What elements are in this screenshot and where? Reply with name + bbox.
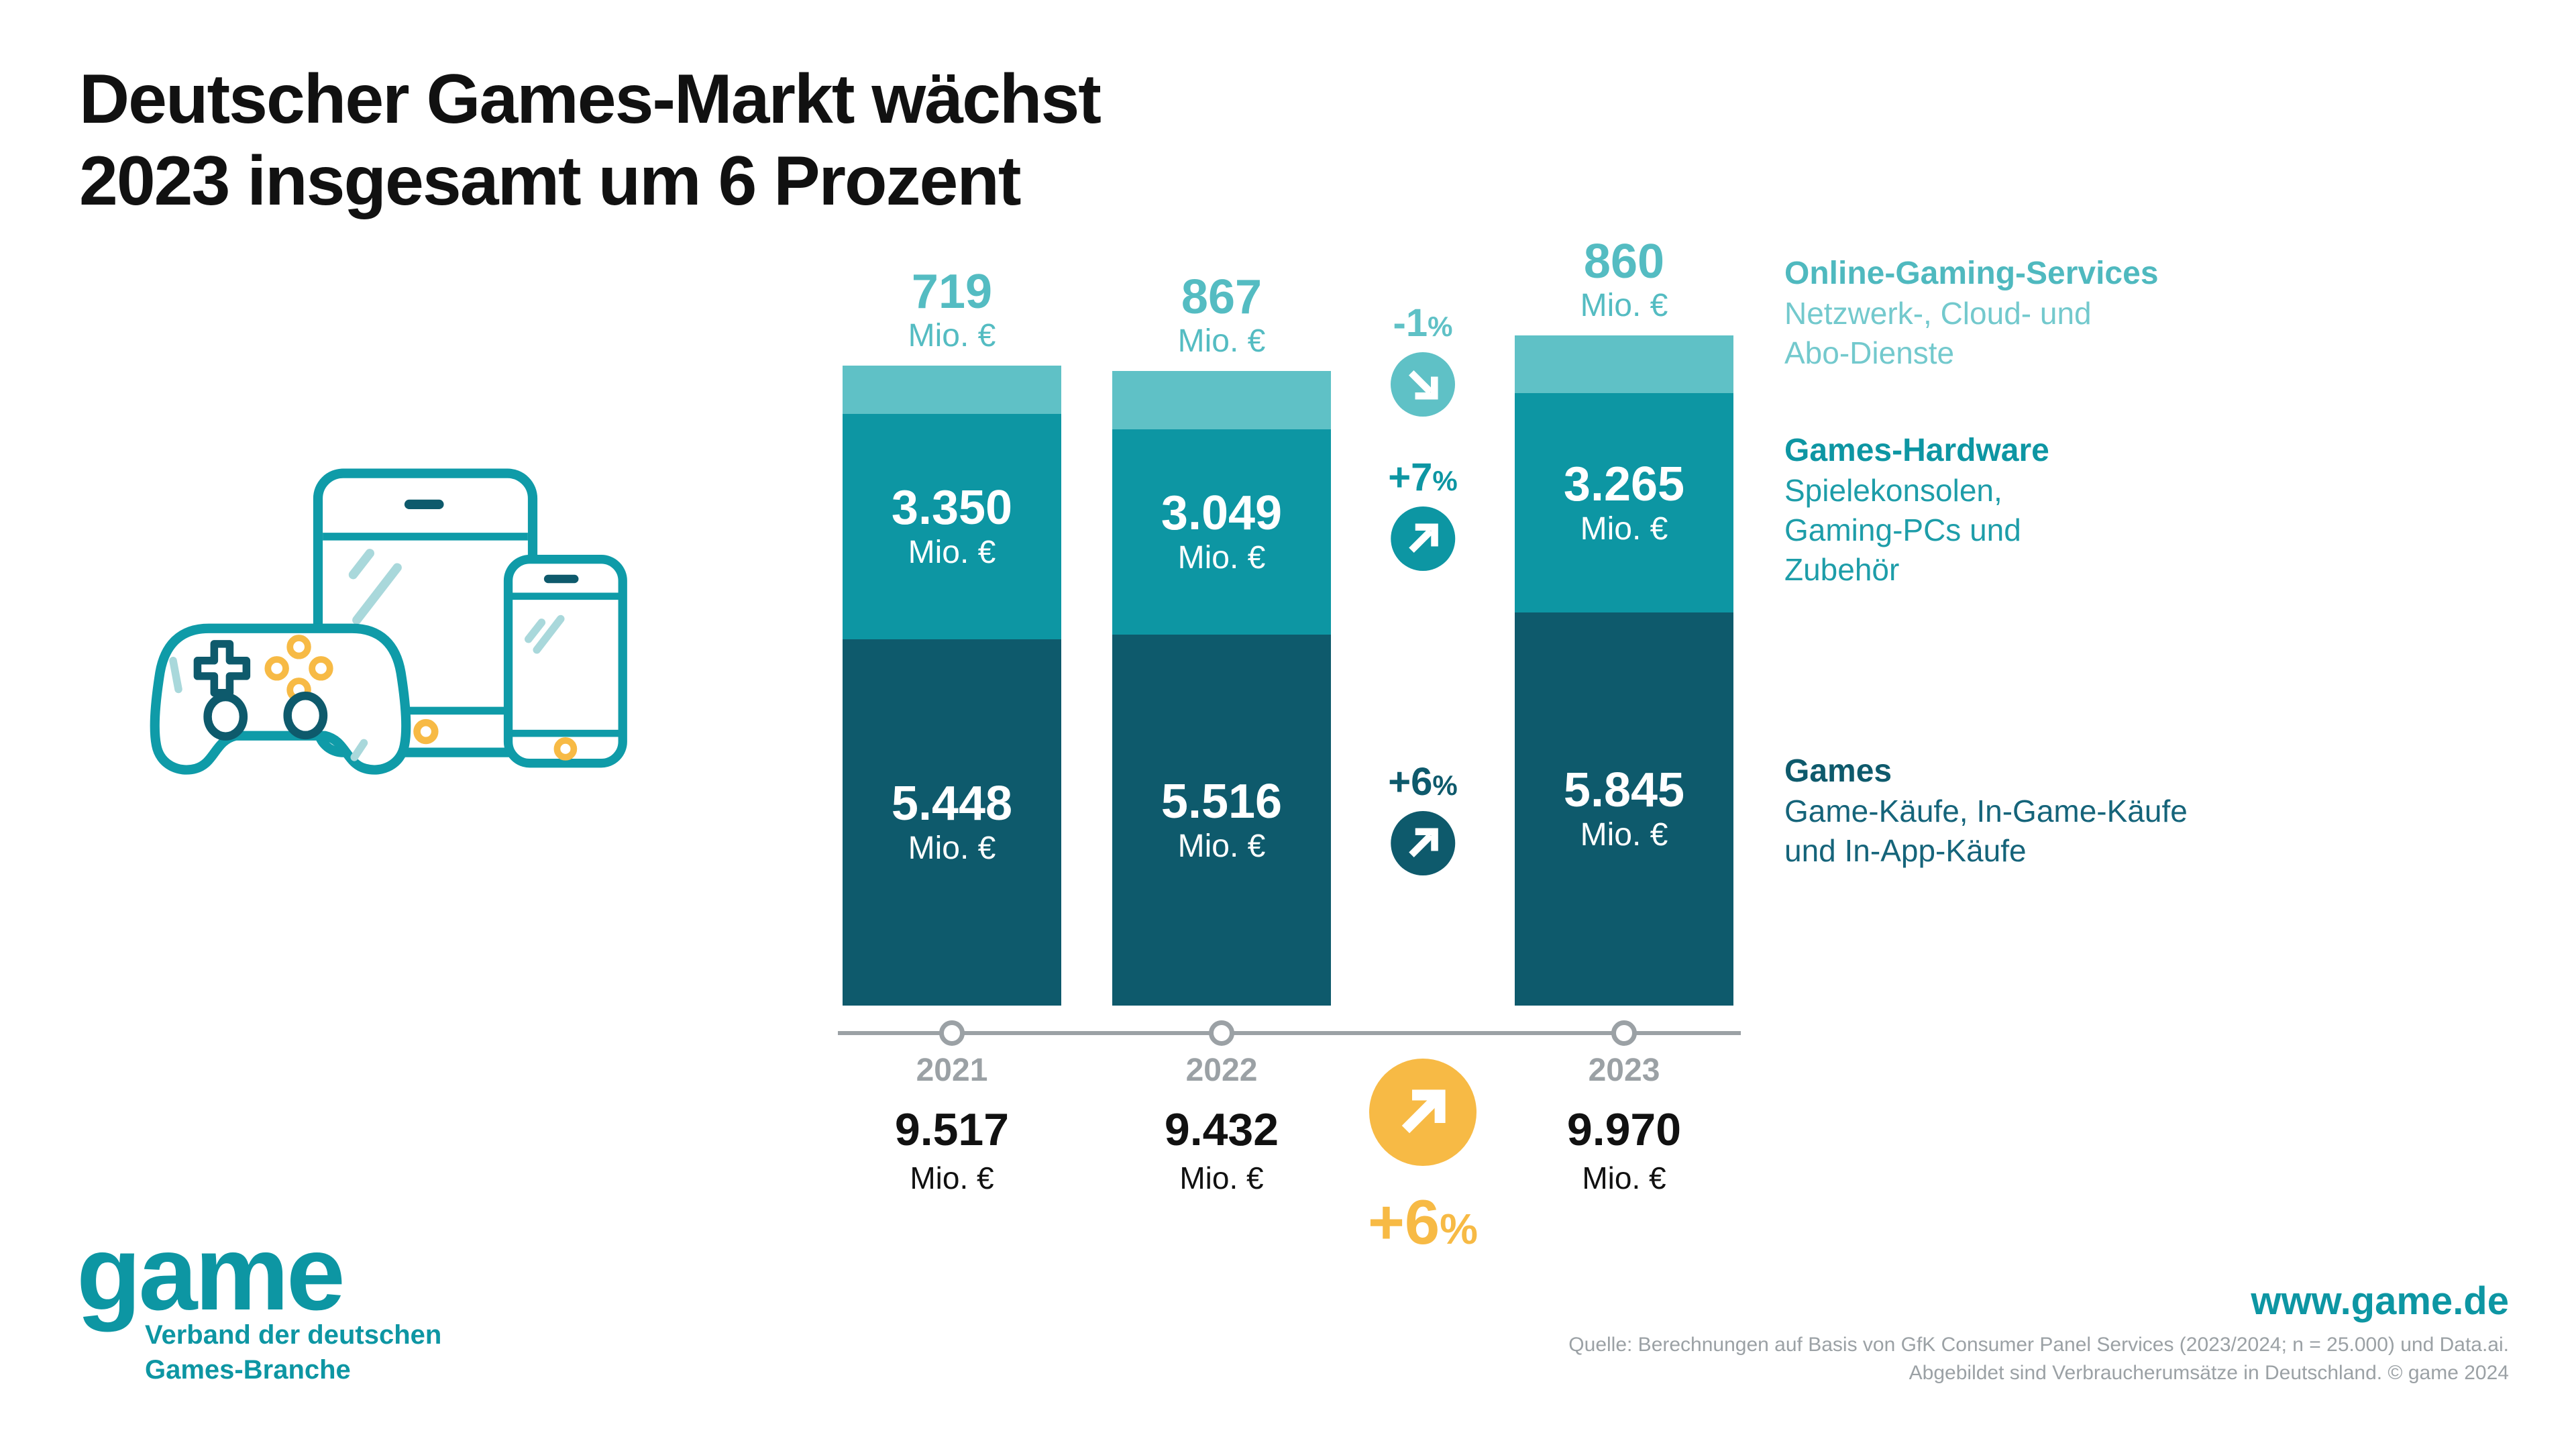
- bar-segment-online-gaming-services: [1112, 371, 1331, 429]
- legend-online-gaming-services: Online-Gaming-Services Netzwerk-, Cloud-…: [1784, 254, 2442, 373]
- legend-desc-line: Gaming-PCs und: [1784, 513, 2021, 547]
- bar-2022: 867 Mio. € 3.049 Mio. € 5.516 Mio. €: [1112, 272, 1331, 1006]
- total-unit: Mio. €: [910, 1161, 994, 1195]
- bar-segment-online-gaming-services: [843, 366, 1061, 414]
- total-value: 9.432: [1164, 1104, 1279, 1155]
- value-unit: Mio. €: [908, 318, 996, 354]
- value-number: 5.448: [891, 777, 1013, 830]
- value-unit: Mio. €: [1177, 828, 1266, 864]
- timeline-dot-2022: [1209, 1020, 1234, 1046]
- page-title: Deutscher Games-Markt wächst 2023 insges…: [79, 59, 1102, 222]
- value-unit: Mio. €: [1177, 323, 1266, 359]
- overall-growth-value: +6%: [1367, 1187, 1479, 1257]
- arrow-up-right-icon: [1391, 811, 1455, 875]
- value-number: 3.350: [891, 481, 1013, 535]
- bar-segment-games: 5.845 Mio. €: [1515, 612, 1733, 1006]
- year-label: 2023: [1588, 1053, 1660, 1088]
- source-note: Quelle: Berechnungen auf Basis von GfK C…: [1568, 1334, 2509, 1384]
- value-unit: Mio. €: [1580, 511, 1668, 547]
- value-unit: Mio. €: [1177, 540, 1266, 576]
- value-number: 3.049: [1161, 486, 1283, 540]
- legend-desc-line: Zubehör: [1784, 552, 1900, 587]
- bar-segment-games: 5.516 Mio. €: [1112, 635, 1331, 1006]
- axis-group-2023: 2023 9.970 Mio. €: [1456, 1052, 1792, 1196]
- axis-group-2022: 2022 9.432 Mio. €: [1054, 1052, 1389, 1196]
- legend-desc-line: Abo-Dienste: [1784, 335, 1955, 370]
- value-number: 719: [911, 265, 993, 319]
- value-number: 860: [1583, 235, 1665, 288]
- total-value: 9.970: [1566, 1104, 1682, 1155]
- timeline-axis: [838, 1031, 1741, 1035]
- timeline-dot-2021: [939, 1020, 965, 1046]
- value-label-online-gaming-services-2022: 867 Mio. €: [1112, 272, 1331, 360]
- legend-title: Games: [1784, 753, 1892, 789]
- game-logo: game: [76, 1214, 345, 1332]
- website-link[interactable]: www.game.de: [2251, 1279, 2509, 1323]
- legend-games: Games Game-Käufe, In-Game-Käufe und In-A…: [1784, 751, 2442, 871]
- smartphone-icon: [503, 555, 627, 768]
- bar-2023: 860 Mio. € 3.265 Mio. € 5.845 Mio. €: [1515, 236, 1733, 1006]
- legend-desc-line: Netzwerk-, Cloud- und: [1784, 296, 2092, 331]
- devices-illustration: [150, 468, 627, 775]
- game-logo-subtitle: Verband der deutschen Games-Branche: [145, 1320, 442, 1385]
- page-title-line1: Deutscher Games-Markt wächst: [79, 60, 1102, 138]
- year-label: 2021: [916, 1053, 988, 1088]
- legend-desc-line: und In-App-Käufe: [1784, 833, 2027, 868]
- arrow-down-right-icon: [1391, 352, 1455, 417]
- value-number: 5.516: [1161, 774, 1283, 828]
- legend-title: Games-Hardware: [1784, 433, 2049, 468]
- value-number: 5.845: [1563, 763, 1685, 817]
- bar-segment-games: 5.448 Mio. €: [843, 639, 1061, 1006]
- legend-desc-line: Game-Käufe, In-Game-Käufe: [1784, 794, 2188, 828]
- bar-segment-games-hardware: 3.265 Mio. €: [1515, 393, 1733, 612]
- change-games: +6%: [1388, 759, 1458, 875]
- overall-growth-arrow-icon: [1369, 1059, 1477, 1166]
- page-title-line2: 2023 insgesamt um 6 Prozent: [79, 142, 1022, 220]
- bar-segment-games-hardware: 3.350 Mio. €: [843, 414, 1061, 639]
- change-online-gaming-services: -1%: [1391, 301, 1455, 417]
- year-label: 2022: [1185, 1053, 1258, 1088]
- legend-desc-line: Spielekonsolen,: [1784, 473, 2002, 508]
- axis-group-2021: 2021 9.517 Mio. €: [784, 1052, 1120, 1196]
- value-number: 867: [1181, 270, 1263, 324]
- arrow-up-right-icon: [1391, 506, 1455, 571]
- total-unit: Mio. €: [1582, 1161, 1666, 1195]
- total-unit: Mio. €: [1179, 1161, 1264, 1195]
- value-unit: Mio. €: [1580, 817, 1668, 853]
- dpad-icon: [193, 640, 251, 697]
- timeline-dot-2023: [1611, 1020, 1637, 1046]
- legend-title: Online-Gaming-Services: [1784, 256, 2159, 291]
- value-label-online-gaming-services-2023: 860 Mio. €: [1515, 236, 1733, 325]
- value-unit: Mio. €: [908, 535, 996, 570]
- value-unit: Mio. €: [908, 830, 996, 866]
- bar-segment-online-gaming-services: [1515, 335, 1733, 393]
- thumbstick-icons: [203, 692, 328, 741]
- value-number: 3.265: [1563, 457, 1685, 511]
- value-label-online-gaming-services-2021: 719 Mio. €: [843, 266, 1061, 355]
- bar-segment-games-hardware: 3.049 Mio. €: [1112, 429, 1331, 635]
- bar-2021: 719 Mio. € 3.350 Mio. € 5.448 Mio. €: [843, 266, 1061, 1006]
- total-value: 9.517: [894, 1104, 1010, 1155]
- gamepad-icon: [150, 623, 411, 775]
- change-games-hardware: +7%: [1388, 455, 1458, 571]
- value-unit: Mio. €: [1580, 288, 1668, 323]
- legend-games-hardware: Games-Hardware Spielekonsolen, Gaming-PC…: [1784, 431, 2442, 590]
